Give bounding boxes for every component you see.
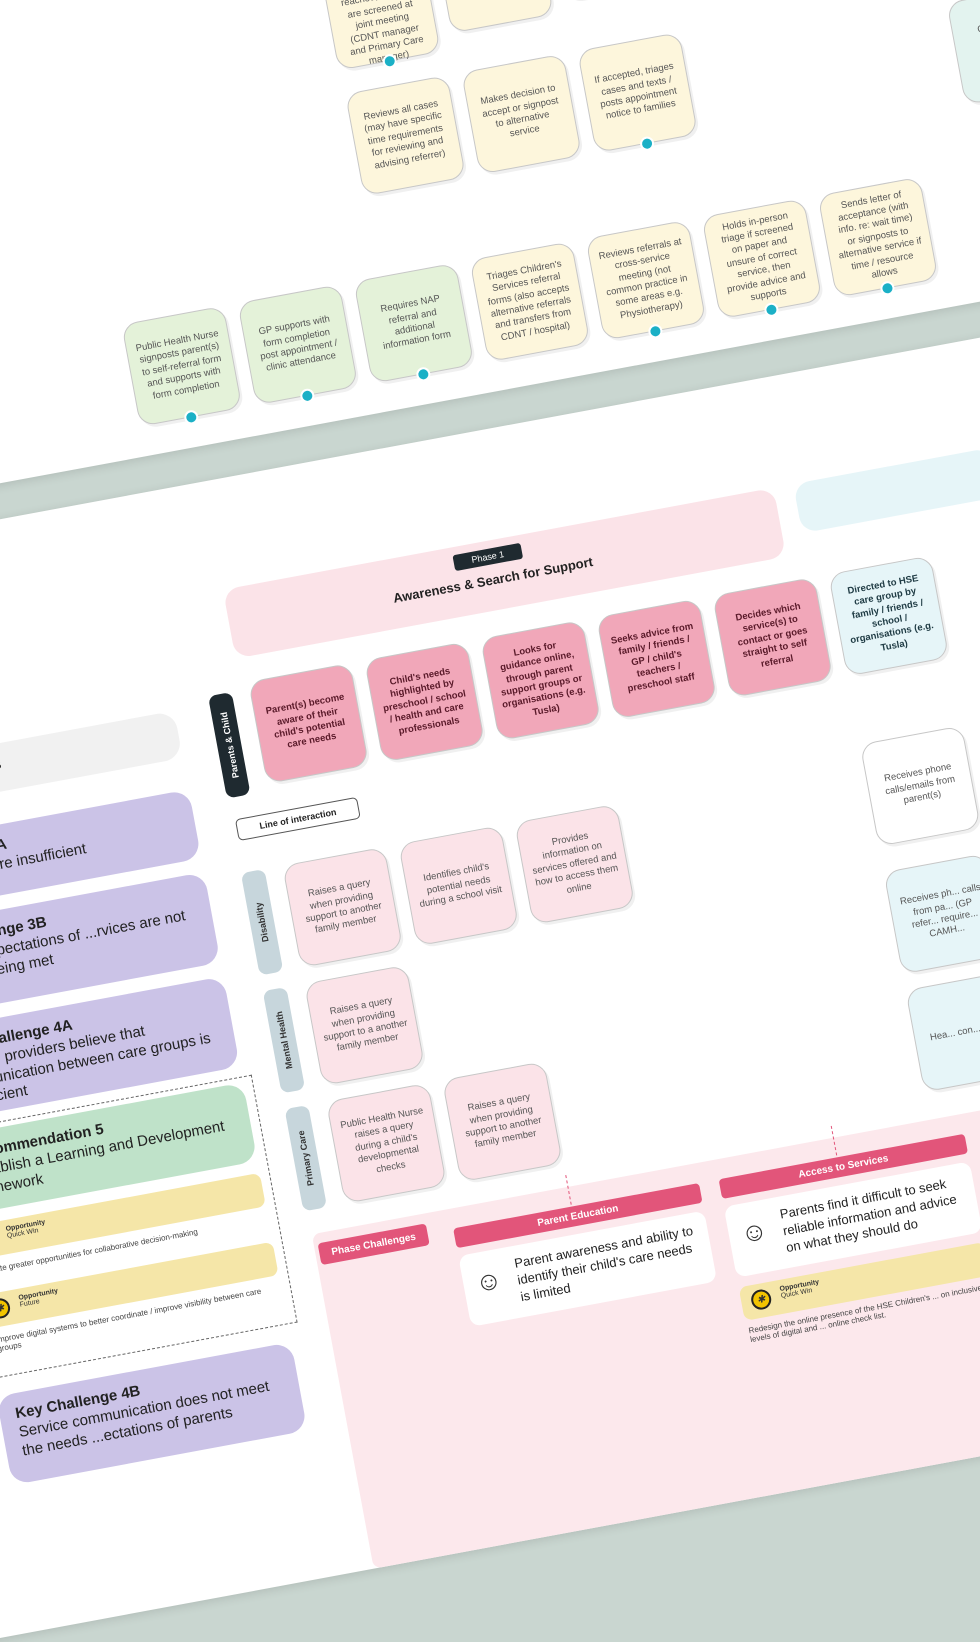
connector-dot xyxy=(879,280,896,297)
step-text: Team processes referral. If consensus no… xyxy=(340,0,425,67)
step-card: Parent(s) become aware of their child's … xyxy=(248,662,370,785)
step-text: Directed to HSE care group by family / f… xyxy=(846,572,935,654)
step-text: Seeks advice from family / friends / GP … xyxy=(610,620,696,695)
lane-mental-health: Mental Health xyxy=(262,986,306,1094)
step-text: If accepted, triages cases and texts / p… xyxy=(593,60,678,122)
connector-dot xyxy=(415,366,432,383)
step-text: Reviews referrals at cross-service meeti… xyxy=(597,236,689,322)
step-text: Parent(s) become aware of their child's … xyxy=(264,691,347,751)
person-icon: ☺ xyxy=(472,1263,505,1299)
step-text: Offers group workshop interventions prim… xyxy=(976,15,980,36)
phase-band-next xyxy=(793,447,980,534)
connector-dot xyxy=(763,301,780,318)
step-card: Child's needs highlighted by preschool /… xyxy=(364,641,486,763)
star-icon: ✱ xyxy=(0,1296,12,1321)
step-text: Raises a query when providing support to… xyxy=(304,877,383,936)
step-text: Makes decision to accept or signpost to … xyxy=(447,0,541,5)
person-icon: ☺ xyxy=(738,1214,770,1249)
step-text: Raises a query when providing support to… xyxy=(464,1091,543,1151)
step-text: Sends letter of acceptance (with info. r… xyxy=(837,189,923,281)
step-card: Public Health Nurse raises a query durin… xyxy=(325,1082,448,1204)
step-text: Triages Children's Services referral for… xyxy=(485,258,573,344)
connector-dot xyxy=(183,409,200,426)
step-card: Team processes referral. If consensus no… xyxy=(319,0,441,71)
lane-disability: Disability xyxy=(240,868,284,976)
step-text: Hea... con... de... xyxy=(929,1019,980,1044)
step-card: Directed to HSE care group by family / f… xyxy=(828,555,950,677)
step-text: Child's needs highlighted by preschool /… xyxy=(382,665,467,737)
step-card: Public Health Nurse signposts parent(s) … xyxy=(121,305,243,427)
step-card: Raises a query when providing support to… xyxy=(441,1061,564,1183)
step-card: Receives ph... calls from pa... (GP refe… xyxy=(883,853,980,975)
step-card: Seeks advice from family / friends / GP … xyxy=(596,598,718,720)
connector-dot xyxy=(638,135,656,152)
lane-label: Parents & Child xyxy=(218,711,241,780)
step-card: Sends letter of acceptance (with info. r… xyxy=(817,176,939,298)
lane-label: Mental Health xyxy=(273,1010,295,1070)
lane-parents-child: Parents & Child xyxy=(208,691,251,799)
connector-dot xyxy=(299,387,316,404)
bottom-journey-sheet: Phase 1 Awareness & Search for Support P… xyxy=(0,319,980,1642)
step-card: Receives phone calls/emails from parent(… xyxy=(859,725,980,847)
step-card: Raises a query when providing support to… xyxy=(303,964,426,1086)
step-text: Public Health Nurse signposts parent(s) … xyxy=(134,328,223,402)
connector-dot xyxy=(647,323,664,340)
step-text: Reviews all cases (may have specific tim… xyxy=(362,98,447,172)
step-text: Public Health Nurse raises a query durin… xyxy=(339,1105,425,1175)
step-text: Identifies child's potential needs durin… xyxy=(418,861,503,911)
step-text: Makes decision to accept or signpost to … xyxy=(479,82,560,140)
line-of-interaction: Line of interaction xyxy=(234,796,361,842)
step-text: Provides information on services offered… xyxy=(531,830,620,896)
step-card: Hea... con... de... xyxy=(905,971,980,1093)
step-card: Reviews all cases (may have specific tim… xyxy=(344,74,467,197)
step-card: Offers group workshop interventions prim… xyxy=(946,0,980,106)
step-text: Looks for guidance online, through paren… xyxy=(499,640,587,718)
lane-label: Primary Care xyxy=(295,1129,316,1187)
step-card: GP supports with form completion post ap… xyxy=(237,284,359,406)
step-card: Looks for guidance online, through paren… xyxy=(480,619,602,741)
step-card: Requires NAP referral and additional inf… xyxy=(353,262,475,384)
step-text: Requires NAP referral and additional inf… xyxy=(379,293,452,353)
step-card: Decides which service(s) to contact or g… xyxy=(712,576,834,698)
step-card: Makes decision to accept or signpost to … xyxy=(432,0,554,34)
lane-primary-care: Primary Care xyxy=(284,1104,328,1212)
step-text: Decides which service(s) to contact or g… xyxy=(734,601,809,670)
step-text: Holds in-person triage if screened on pa… xyxy=(720,210,807,304)
step-card: Reviews referrals at cross-service meeti… xyxy=(585,219,707,341)
step-text: Receives phone calls/emails from parent(… xyxy=(883,761,956,807)
step-card: Provides information on services offered… xyxy=(514,803,636,925)
step-card: If accepted, triages cases and texts / p… xyxy=(576,31,699,154)
step-text: Receives ph... calls from pa... (GP refe… xyxy=(899,882,980,941)
step-text: Raises a query when providing support to… xyxy=(322,995,409,1054)
step-card: Makes decision to accept or signpost to … xyxy=(460,53,583,175)
step-card: Identifies child's potential needs durin… xyxy=(398,825,520,947)
lane-label: Disability xyxy=(253,901,271,943)
step-text: GP supports with form completion post ap… xyxy=(257,313,339,375)
step-card: Triages Children's Services referral for… xyxy=(469,241,591,363)
step-card: Raises a query when providing support to… xyxy=(282,846,404,968)
step-card: Holds in-person triage if screened on pa… xyxy=(701,198,823,320)
star-icon: ✱ xyxy=(749,1287,773,1312)
